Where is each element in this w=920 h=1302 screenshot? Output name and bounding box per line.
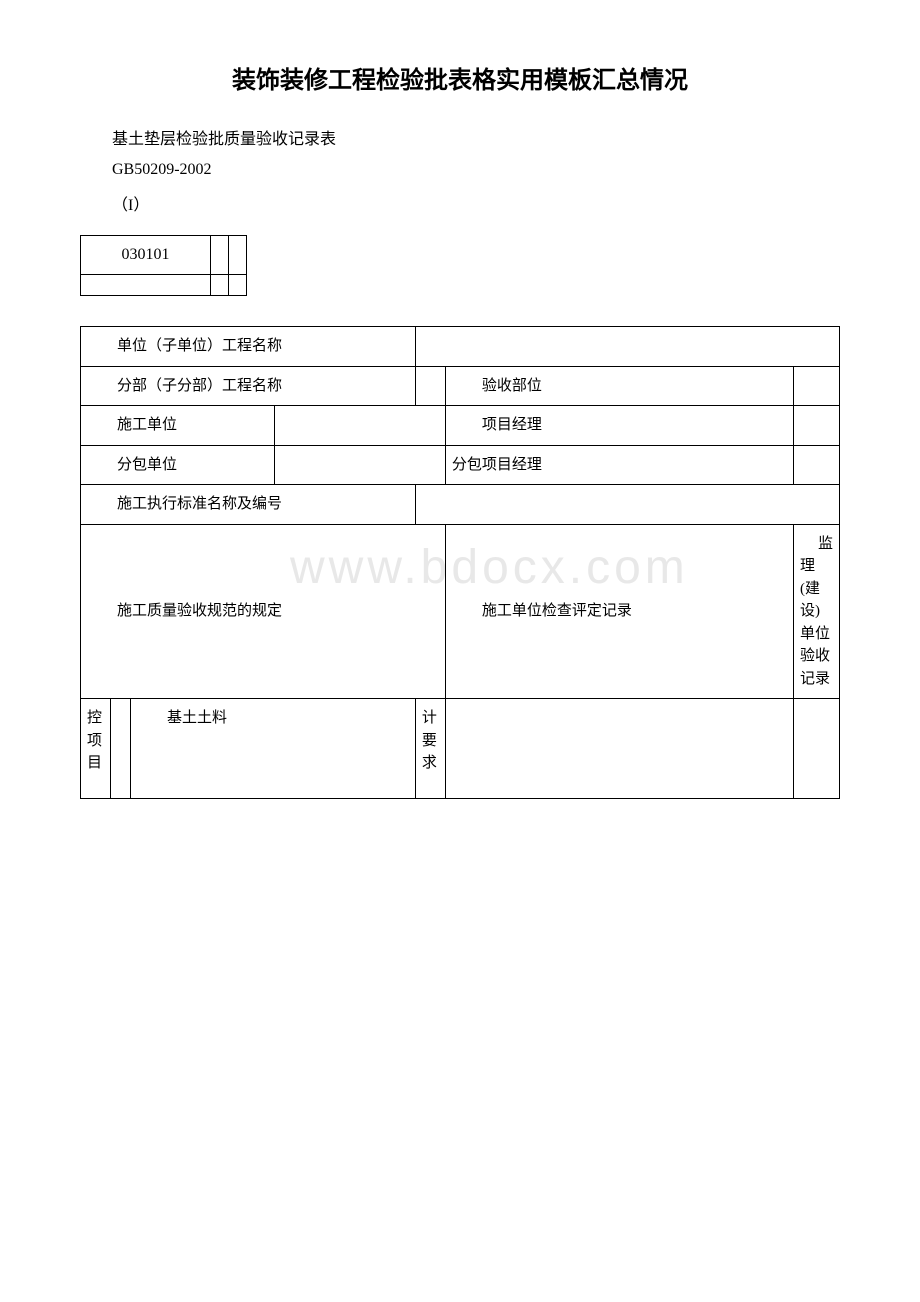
subdivision-project-name-value xyxy=(415,366,445,406)
construction-standard-value xyxy=(415,485,839,525)
table-row: 030101 xyxy=(81,236,247,275)
volume-label: （I） xyxy=(80,191,840,215)
table-row: 单位（子单位）工程名称 xyxy=(81,327,840,367)
supervision-record-label: 监理(建设)单位验收记录 xyxy=(800,533,833,691)
empty-cell xyxy=(229,275,247,296)
acceptance-location-value xyxy=(793,366,839,406)
requirement-label: 计要求 xyxy=(422,710,437,771)
empty-cell xyxy=(229,236,247,275)
table-row: 控项目 基土土料 计要求 xyxy=(81,699,840,799)
supervision-detail-value xyxy=(793,699,839,799)
quality-spec-label: 施工质量验收规范的规定 xyxy=(87,600,439,623)
table-row: 施工执行标准名称及编号 xyxy=(81,485,840,525)
construction-unit-value xyxy=(275,406,445,446)
subcontract-unit-label: 分包单位 xyxy=(87,454,268,477)
construction-unit-label: 施工单位 xyxy=(87,414,268,437)
subdivision-project-name-label: 分部（子分部）工程名称 xyxy=(87,375,409,398)
table-row: 分部（子分部）工程名称 验收部位 xyxy=(81,366,840,406)
construction-standard-label: 施工执行标准名称及编号 xyxy=(87,493,409,516)
standard-code: GB50209-2002 xyxy=(80,161,840,179)
empty-cell xyxy=(211,275,229,296)
table-row: 施工质量验收规范的规定 施工单位检查评定记录 监理(建设)单位验收记录 xyxy=(81,524,840,699)
subtitle: 基土垫层检验批质量验收记录表 xyxy=(80,125,840,149)
soil-material-label: 基土土料 xyxy=(137,707,409,730)
project-manager-label: 项目经理 xyxy=(452,414,787,437)
unit-project-name-value xyxy=(415,327,839,367)
main-form-table: 单位（子单位）工程名称 分部（子分部）工程名称 验收部位 施工单位 项目经理 分… xyxy=(80,326,840,799)
project-manager-value xyxy=(793,406,839,446)
code-table: 030101 xyxy=(80,235,247,296)
form-code-cell: 030101 xyxy=(81,236,211,275)
subcontract-pm-label: 分包项目经理 xyxy=(452,457,542,473)
subcontract-pm-value xyxy=(793,445,839,485)
empty-cell xyxy=(111,699,131,799)
empty-cell xyxy=(81,275,211,296)
unit-project-name-label: 单位（子单位）工程名称 xyxy=(87,335,409,358)
table-row xyxy=(81,275,247,296)
table-row: 施工单位 项目经理 xyxy=(81,406,840,446)
empty-cell xyxy=(211,236,229,275)
inspection-record-label: 施工单位检查评定记录 xyxy=(452,600,787,623)
page-title: 装饰装修工程检验批表格实用模板汇总情况 xyxy=(80,60,840,95)
control-item-label: 控项目 xyxy=(87,710,102,771)
subcontract-unit-value xyxy=(275,445,445,485)
table-row: 分包单位 分包项目经理 xyxy=(81,445,840,485)
inspection-detail-value xyxy=(445,699,793,799)
acceptance-location-label: 验收部位 xyxy=(452,375,787,398)
